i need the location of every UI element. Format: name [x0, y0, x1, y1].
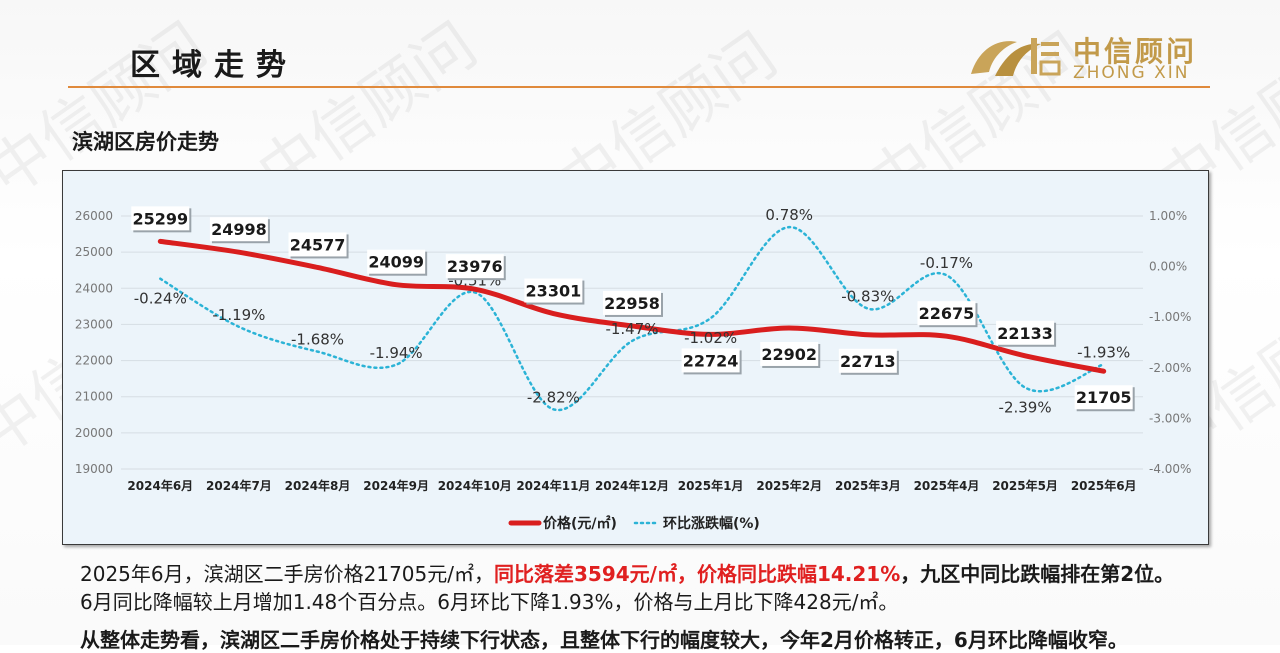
price-data-label: 22902	[761, 345, 817, 364]
price-data-label: 22133	[997, 324, 1053, 343]
y-left-tick-label: 21000	[75, 390, 113, 404]
price-label-box	[838, 348, 897, 373]
pct-data-label: -0.17%	[920, 254, 973, 272]
pct-data-label: -1.02%	[684, 329, 737, 347]
x-tick-label: 2025年4月	[914, 478, 980, 493]
logo-mark-icon	[971, 38, 1061, 76]
y-right-tick-label: 0.00%	[1149, 260, 1187, 274]
chart-panel: 19000 20000 21000 22000 23000 24000 25000 26000…	[62, 170, 1209, 545]
x-tick-label: 2024年7月	[206, 478, 272, 493]
price-data-label: 24577	[290, 235, 346, 254]
x-tick-label: 2025年3月	[835, 478, 901, 493]
price-data-label: 21705	[1076, 388, 1132, 407]
price-label-box	[760, 341, 819, 366]
price-data-label: 24998	[211, 220, 267, 239]
x-tick-label: 2025年5月	[992, 478, 1058, 493]
y-right-tick-label: 1.00%	[1149, 209, 1187, 223]
logo-english-text: ZHONG XIN	[1073, 63, 1190, 83]
price-label-box	[603, 290, 661, 315]
pct-data-label: -2.39%	[999, 399, 1052, 417]
x-tick-label: 2024年11月	[516, 478, 590, 493]
price-label-box	[131, 206, 190, 231]
pct-data-label: -1.94%	[370, 344, 423, 362]
x-tick-label: 2024年12月	[595, 478, 669, 493]
x-tick-label: 2024年10月	[438, 478, 512, 493]
y-left-tick-label: 24000	[75, 281, 113, 295]
price-label-box	[367, 249, 426, 274]
price-data-label: 24099	[368, 253, 424, 272]
price-data-label: 22958	[604, 294, 660, 313]
y-left-tick-label: 20000	[75, 426, 113, 440]
pct-data-label: -1.47%	[605, 320, 658, 338]
price-label-box	[445, 254, 504, 279]
price-data-label: 22713	[840, 352, 896, 371]
price-label-box	[209, 217, 268, 242]
price-label-box	[917, 301, 976, 326]
price-label-box	[524, 278, 583, 303]
y-left-tick-label: 26000	[75, 209, 113, 223]
price-series-line	[157, 238, 1107, 374]
x-tick-label: 2024年8月	[285, 478, 351, 493]
y-left-tick-label: 23000	[75, 317, 113, 331]
pct-change-series-line	[159, 225, 1105, 412]
price-data-label: 22724	[683, 351, 739, 370]
legend-price-label: 价格(元/㎡)	[543, 515, 617, 532]
y-left-tick-label: 19000	[75, 462, 113, 476]
y-right-tick-label: -1.00%	[1149, 310, 1191, 324]
y-right-tick-label: -3.00%	[1149, 411, 1191, 425]
logo-chinese-text: 中信顾问	[1073, 35, 1198, 68]
x-tick-label: 2024年6月	[127, 478, 193, 493]
y-right-tick-label: -2.00%	[1149, 361, 1191, 375]
y-left-tick-label: 22000	[75, 354, 113, 368]
x-tick-label: 2025年1月	[678, 478, 744, 493]
pct-data-label: -1.93%	[1077, 343, 1130, 361]
price-label-box	[681, 348, 740, 373]
x-tick-label: 2025年2月	[756, 478, 822, 493]
analysis-line-1: 2025年6月，滨湖区二手房价格21705元/㎡，同比落差3594元/㎡，价格同…	[80, 560, 1220, 588]
analysis-highlight: 同比落差3594元/㎡，价格同比跌幅14.21%	[493, 562, 901, 586]
brand-logo: 中信顾问 ZHONG XIN	[965, 28, 1210, 84]
y-left-tick-label: 25000	[75, 245, 113, 259]
pct-data-label: -0.24%	[134, 290, 187, 308]
price-trend-chart: 19000 20000 21000 22000 23000 24000 25000 26000…	[75, 206, 1192, 532]
chart-subtitle: 滨湖区房价走势	[72, 130, 219, 154]
pct-data-label: -1.68%	[291, 331, 344, 349]
x-tick-label: 2025年6月	[1071, 478, 1137, 493]
pct-data-label: -1.19%	[212, 306, 265, 324]
price-label-box	[288, 232, 347, 257]
legend-pct-label: 环比涨跌幅(%)	[663, 515, 760, 532]
pct-data-label: -2.82%	[527, 388, 580, 406]
price-data-label: 22675	[919, 304, 975, 323]
pct-data-label: -0.83%	[841, 288, 894, 306]
price-data-label: 25299	[132, 209, 188, 228]
price-label-box	[1074, 385, 1133, 410]
analysis-line-2: 6月同比降幅较上月增加1.48个百分点。6月环比下降1.93%，价格与上月比下降…	[80, 590, 899, 614]
pct-data-label: 0.78%	[765, 206, 813, 224]
price-data-label: 23976	[447, 257, 503, 276]
analysis-line-1-start: 2025年6月，滨湖区二手房价格21705元/㎡，	[80, 562, 494, 586]
price-label-box	[996, 320, 1055, 345]
header-divider	[68, 86, 1210, 88]
price-data-label: 23301	[526, 282, 582, 301]
analysis-text: 2025年6月，滨湖区二手房价格21705元/㎡，同比落差3594元/㎡，价格同…	[80, 560, 1220, 616]
y-right-tick-label: -4.00%	[1149, 462, 1191, 476]
page-title: 区域走势	[130, 48, 298, 83]
x-tick-label: 2024年9月	[363, 478, 429, 493]
analysis-line-1-end: ，九区中同比跌幅排在第2位。	[900, 562, 1175, 586]
summary-text: 从整体走势看，滨湖区二手房价格处于持续下行状态，且整体下行的幅度较大，今年2月价…	[80, 628, 1128, 652]
